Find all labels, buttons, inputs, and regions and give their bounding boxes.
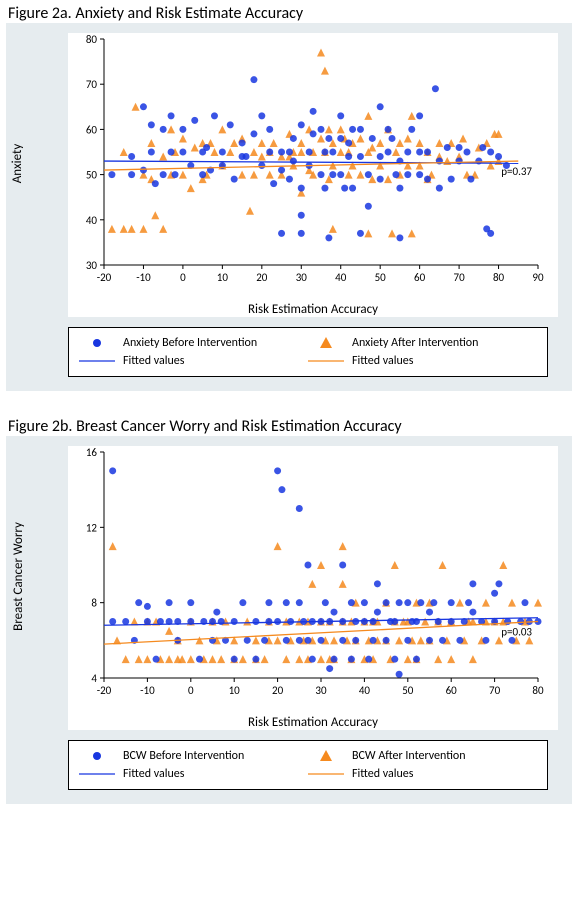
svg-text:p=0.37: p=0.37	[501, 165, 532, 178]
svg-text:80: 80	[532, 684, 544, 697]
svg-text:40: 40	[359, 684, 371, 697]
svg-text:10: 10	[229, 684, 241, 697]
chart-b-plot: 481216-20-1001020304050607080p=0.03 Risk…	[68, 446, 558, 730]
svg-text:60: 60	[86, 123, 98, 136]
chart-a-legend: Anxiety Before Intervention Anxiety Afte…	[68, 327, 548, 377]
svg-text:70: 70	[489, 684, 501, 697]
svg-text:70: 70	[86, 78, 98, 91]
legend-after-a: Anxiety After Intervention	[308, 334, 537, 352]
chart-b-legend: BCW Before Intervention BCW After Interv…	[68, 740, 548, 790]
svg-text:16: 16	[86, 446, 98, 459]
figure-b-title: Figure 2b. Breast Cancer Worry and Risk …	[0, 413, 578, 436]
svg-text:40: 40	[86, 214, 98, 227]
figure-a-title: Figure 2a. Anxiety and Risk Estimate Acc…	[0, 0, 578, 23]
svg-text:20: 20	[272, 684, 284, 697]
legend-before-a: Anxiety Before Intervention	[79, 334, 308, 352]
chart-b-ylabel: Breast Cancer Worry	[8, 446, 28, 706]
svg-text:-10: -10	[136, 271, 151, 284]
svg-text:8: 8	[91, 597, 97, 610]
legend-after-b: BCW After Intervention	[308, 747, 537, 765]
svg-text:80: 80	[86, 33, 98, 46]
svg-text:-10: -10	[140, 684, 155, 697]
svg-text:50: 50	[402, 684, 414, 697]
legend-before-b: BCW Before Intervention	[79, 747, 308, 765]
legend-line-after-a: Fitted values	[308, 352, 537, 370]
svg-text:40: 40	[335, 271, 347, 284]
chart-a-ylabel: Anxiety	[8, 33, 28, 293]
svg-text:30: 30	[315, 684, 327, 697]
legend-line-after-b: Fitted values	[308, 765, 537, 783]
chart-b-panel: Breast Cancer Worry 481216-20-1001020304…	[6, 436, 572, 804]
chart-a-plot: 30 40 50 60 70 80 -20 -10 0 10 20 30 40 50 60 70 80 90 p=0…	[68, 33, 558, 317]
svg-text:30: 30	[296, 271, 308, 284]
svg-text:90: 90	[532, 271, 544, 284]
svg-text:60: 60	[446, 684, 458, 697]
svg-text:60: 60	[414, 271, 426, 284]
legend-line-before-b: Fitted values	[79, 765, 308, 783]
svg-text:0: 0	[180, 271, 186, 284]
svg-text:p=0.03: p=0.03	[501, 626, 532, 639]
svg-text:20: 20	[256, 271, 268, 284]
svg-text:-20: -20	[97, 271, 112, 284]
chart-a-panel: Anxiety 30 40 50 60 70 80 -20 -10 0 10 20 30 40 50 60 7…	[6, 23, 572, 391]
chart-a-xlabel: Risk Estimation Accuracy	[68, 298, 558, 317]
chart-b-xlabel: Risk Estimation Accuracy	[68, 711, 558, 730]
svg-text:50: 50	[375, 271, 387, 284]
svg-text:-20: -20	[97, 684, 112, 697]
svg-text:30: 30	[86, 259, 98, 272]
svg-text:0: 0	[188, 684, 194, 697]
legend-line-before-a: Fitted values	[79, 352, 308, 370]
svg-text:12: 12	[86, 521, 98, 534]
svg-text:80: 80	[493, 271, 505, 284]
svg-text:70: 70	[454, 271, 466, 284]
svg-text:50: 50	[86, 169, 98, 182]
svg-text:10: 10	[217, 271, 229, 284]
